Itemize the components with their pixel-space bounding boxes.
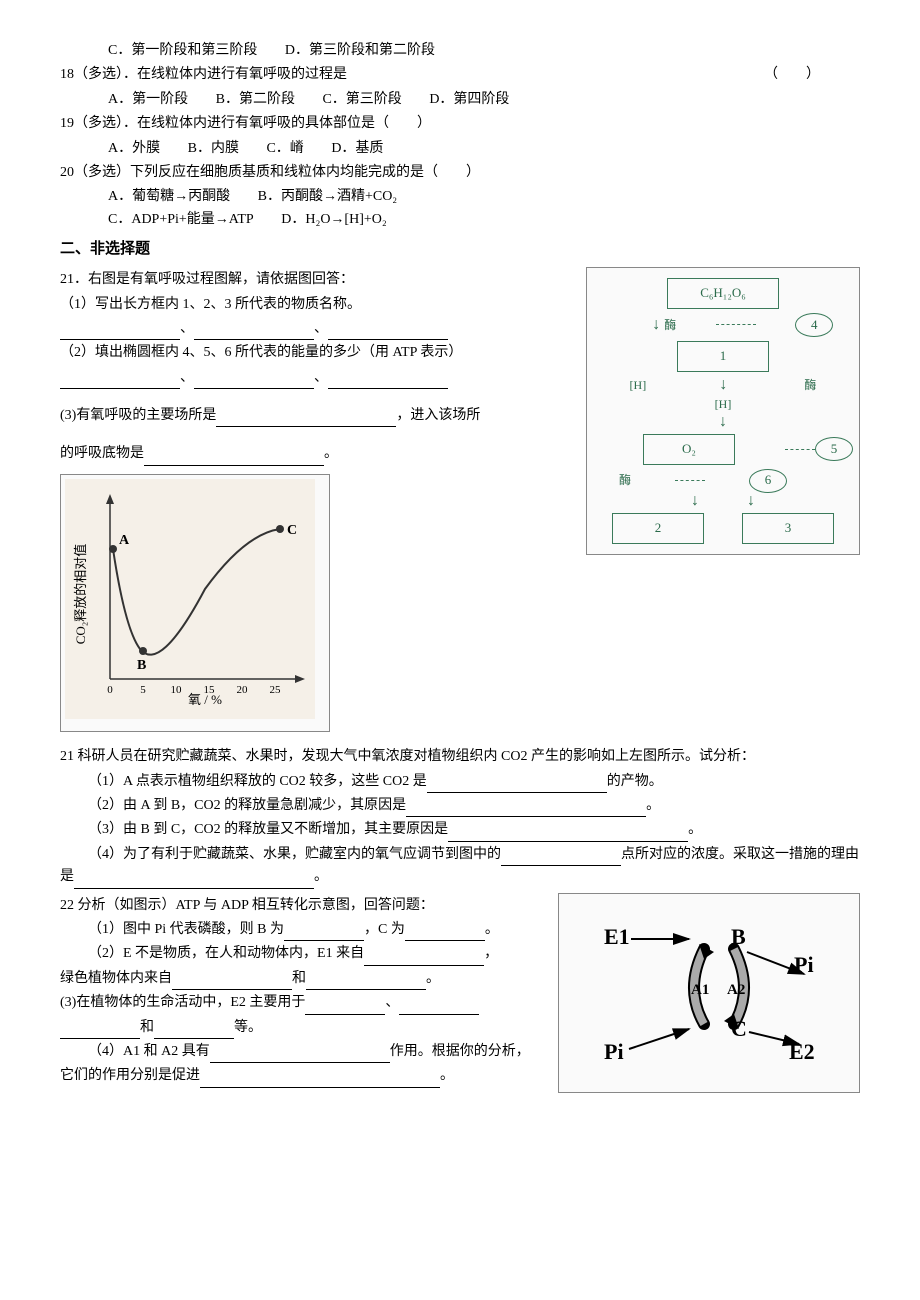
q22-4d: 。 [440, 1068, 454, 1083]
q21-blank-6[interactable] [328, 374, 448, 389]
q22-3c: 和 [140, 1020, 154, 1035]
q21b-1a: （1）A 点表示植物组织释放的 CO2 较多，这些 CO2 是 [88, 774, 427, 789]
q22-4b: 作用。根据你的分析， [390, 1044, 530, 1059]
q20-stem: 20（多选）下列反应在细胞质基质和线粒体内均能完成的是（ ） [60, 162, 860, 184]
q18-d: D．第四阶段 [429, 92, 509, 107]
co2-graph: CO₂释放的相对值 氧 / % 0 5 10 15 20 25 A B C [60, 474, 330, 732]
q22-2c: 绿色植物体内来自 [60, 971, 172, 986]
q20-d: D．H₂O→[H]+O₂ [281, 212, 387, 227]
q21b-blank-4b[interactable] [74, 874, 314, 889]
q21b-3b: 。 [688, 822, 702, 837]
q22-blank-c[interactable] [405, 926, 485, 941]
q21-p3b: ，进入该场所 [396, 408, 480, 423]
q18-c: C．第三阶段 [322, 92, 401, 107]
q22-blank-e1[interactable] [364, 951, 484, 966]
respiration-flowchart: C₆H₁₂O₆ ↓酶4 1 [H]↓酶 [H] ↓ O₂5 酶6 ↓ ↓ 23 [586, 267, 860, 555]
section-2-title: 二、非选择题 [60, 237, 860, 261]
q19-b: B．内膜 [188, 141, 239, 156]
q21-p2: （2）填出椭圆框内 4、5、6 所代表的能量的多少（用 ATP 表示） [60, 342, 574, 364]
q21b-2a: （2）由 A 到 B，CO2 的释放量急剧减少，其原因是 [88, 798, 406, 813]
q20-b: B．丙酮酸→酒精+CO₂ [258, 189, 398, 204]
q22-1a: （1）图中 Pi 代表磷酸，则 B 为 [88, 922, 284, 937]
q22-blank-g1[interactable] [172, 975, 292, 990]
q22-blank-g2[interactable] [306, 975, 426, 990]
q21b-stem: 21 科研人员在研究贮藏蔬菜、水果时，发现大气中氧浓度对植物组织内 CO2 产生… [60, 746, 860, 768]
q19-c: C．嵴 [266, 141, 303, 156]
svg-text:CO₂释放的相对值: CO₂释放的相对值 [73, 544, 88, 645]
q21b-1b: 的产物。 [607, 774, 663, 789]
q22-blank-a[interactable] [210, 1048, 390, 1063]
q22-3b: 、 [385, 995, 399, 1010]
q21-blank-site[interactable] [216, 412, 396, 427]
q21-p1: （1）写出长方框内 1、2、3 所代表的物质名称。 [60, 294, 574, 316]
q22-1b: ，C 为 [364, 922, 405, 937]
q19-d: D．基质 [331, 141, 383, 156]
q17-opt-d: D．第三阶段和第二阶段 [285, 43, 435, 58]
q21-stem: 21．右图是有氧呼吸过程图解，请依据图回答： [60, 269, 574, 291]
q21-blank-1[interactable] [60, 325, 180, 340]
svg-text:C: C [731, 1016, 747, 1041]
q22-3a: (3)在植物体的生命活动中，E2 主要用于 [60, 995, 305, 1010]
svg-text:A1: A1 [691, 982, 709, 998]
svg-text:A: A [119, 533, 130, 548]
q22-4c: 它们的作用分别是促进 [60, 1068, 200, 1083]
q18-a: A．第一阶段 [108, 92, 188, 107]
svg-text:E2: E2 [789, 1039, 815, 1064]
q17-opt-c: C．第一阶段和第三阶段 [108, 43, 257, 58]
q21-blank-sub[interactable] [144, 451, 324, 466]
q22-2b: ， [484, 946, 498, 961]
q22-blank-p[interactable] [200, 1073, 440, 1088]
q21b-blank-4a[interactable] [501, 851, 621, 866]
q21-p3a: (3)有氧呼吸的主要场所是 [60, 408, 216, 423]
svg-text:5: 5 [140, 684, 146, 696]
svg-text:15: 15 [204, 684, 216, 696]
q21b-4c: 。 [314, 869, 328, 884]
svg-text:E1: E1 [604, 924, 630, 949]
q22-blank-e2a[interactable] [305, 1000, 385, 1015]
q22-2d: 和 [292, 971, 306, 986]
q21b-blank-1[interactable] [427, 778, 607, 793]
q18-b: B．第二阶段 [216, 92, 295, 107]
q19-a: A．外膜 [108, 141, 160, 156]
q21b-blank-2[interactable] [406, 802, 646, 817]
q22-1c: 。 [485, 922, 499, 937]
q22-2e: 。 [426, 971, 440, 986]
q20-c: C．ADP+Pi+能量→ATP [108, 212, 254, 227]
q21b-4a: （4）为了有利于贮藏蔬菜、水果，贮藏室内的氧气应调节到图中的 [88, 847, 501, 862]
q21-blank-5[interactable] [194, 374, 314, 389]
q19-stem: 19（多选）．在线粒体内进行有氧呼吸的具体部位是（ ） [60, 113, 860, 135]
q21-p3d: 。 [324, 446, 338, 461]
q22-blank-e2c[interactable] [60, 1024, 140, 1039]
q22-blank-b[interactable] [284, 926, 364, 941]
svg-text:10: 10 [171, 684, 183, 696]
svg-text:C: C [287, 523, 297, 538]
q22-4a: （4）A1 和 A2 具有 [88, 1044, 210, 1059]
q20-a: A．葡萄糖→丙酮酸 [108, 189, 230, 204]
svg-text:0: 0 [107, 684, 113, 696]
q21-blank-3[interactable] [328, 325, 448, 340]
q18-stem: 18（多选）．在线粒体内进行有氧呼吸的过程是 [60, 67, 347, 82]
svg-text:A2: A2 [727, 982, 745, 998]
q21b-blank-3[interactable] [448, 827, 688, 842]
svg-text:B: B [137, 658, 146, 673]
svg-text:20: 20 [237, 684, 249, 696]
q21-blank-2[interactable] [194, 325, 314, 340]
svg-text:Pi: Pi [604, 1039, 624, 1064]
q18-paren: （ ） [764, 64, 860, 86]
q22-2a: （2）E 不是物质，在人和动物体内，E1 来自 [88, 946, 364, 961]
q22-3d: 等。 [234, 1020, 262, 1035]
q22-stem: 22 分析（如图示）ATP 与 ADP 相互转化示意图，回答问题： [60, 895, 546, 917]
q21-p3c: 的呼吸底物是 [60, 446, 144, 461]
q21b-3a: （3）由 B 到 C，CO2 的释放量又不断增加，其主要原因是 [88, 822, 448, 837]
svg-text:25: 25 [270, 684, 282, 696]
q22-blank-e2b[interactable] [399, 1000, 479, 1015]
svg-text:Pi: Pi [794, 952, 814, 977]
q22-blank-e2d[interactable] [154, 1024, 234, 1039]
q21b-2b: 。 [646, 798, 660, 813]
atp-adp-diagram: E1 B Pi A1 A2 C E2 Pi [558, 893, 860, 1093]
q21-blank-4[interactable] [60, 374, 180, 389]
